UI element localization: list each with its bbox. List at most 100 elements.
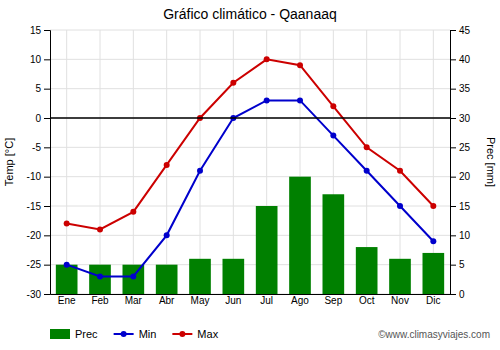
title: Gráfico climático - Qaanaaq [163,6,337,22]
tick-label: Abr [159,295,175,306]
bar [89,265,111,294]
annotation: ©www.climasyviajes.com [378,329,490,340]
tick-mark [450,235,456,236]
tick: -30 [27,289,50,300]
bar [356,247,378,294]
tick-label: 0 [459,289,465,300]
reference-line [50,117,450,119]
tick-mark [450,265,456,266]
tick: 5 [35,83,50,94]
tick-label: Ene [58,295,76,306]
grid-line-x [133,30,134,294]
tick: Feb [91,294,109,306]
bar [289,177,311,294]
tick-mark [450,177,456,178]
grid-line-y [50,235,450,236]
bar [223,259,245,294]
tick: 25 [450,142,471,153]
legend: PrecMinMax [50,328,219,340]
y-axis: -30-25-20-15-10-5051015 [27,25,51,300]
point [230,80,236,86]
tick-label: -20 [27,230,42,241]
grid-line-x [200,30,201,294]
point [64,221,70,227]
bar [156,265,178,294]
legend-swatch [50,329,70,339]
tick: -20 [27,230,50,241]
tick: 10 [450,230,471,241]
bar [323,194,345,294]
point [330,103,336,109]
tick: 45 [450,25,471,36]
tick: Nov [391,294,409,306]
point [64,262,70,268]
tick-label: 10 [459,230,471,241]
tick: 0 [35,113,50,124]
tick-label: Oct [359,295,375,306]
tick-label: 30 [459,113,471,124]
tick-label: 45 [459,25,471,36]
point [264,97,270,103]
point [164,162,170,168]
tick: Abr [159,294,175,306]
chart: -30-25-20-15-10-505101505101520253035404… [0,0,500,350]
legend-marker [121,331,127,337]
tick: 40 [450,54,471,65]
line [67,100,434,276]
point [330,133,336,139]
tick-mark [450,206,456,207]
tick-mark [44,177,50,178]
tick-label: Jul [260,295,273,306]
axis-line [451,31,457,295]
tick-label: 5 [35,83,41,94]
grid-line-x [400,30,401,294]
tick-mark [44,206,50,207]
line [67,59,434,229]
bar [423,253,445,294]
tick: 15 [30,25,50,36]
tick-label: -15 [27,201,42,212]
point [197,168,203,174]
point [364,168,370,174]
tick: 5 [450,259,465,270]
tick: -10 [27,171,50,182]
tick-mark [44,118,50,119]
tick-label: 10 [30,54,42,65]
grid-line-y [50,176,450,177]
tick-mark [450,59,456,60]
point [364,144,370,150]
point [297,97,303,103]
tick: 20 [450,171,471,182]
tick-label: 25 [459,142,471,153]
tick-label: 0 [35,113,41,124]
point [430,203,436,209]
tick: 15 [450,201,471,212]
tick-mark [450,147,456,148]
tick: Oct [359,294,375,306]
tick-mark [44,30,50,31]
tick-label: -10 [27,171,42,182]
tick-label: Nov [391,295,409,306]
grid [50,30,450,294]
point [97,273,103,279]
bar [56,265,78,294]
x-axis: EneFebMarAbrMayJunJulAgoSepOctNovDic [51,294,451,306]
axis-title: Temp [°C] [3,138,15,186]
tick-label: 20 [459,171,471,182]
tick: 35 [450,83,471,94]
tick-label: -5 [32,142,41,153]
legend-item: Min [114,328,157,340]
axis-line [44,31,51,295]
tick: Ago [291,294,309,306]
grid-line-x [100,30,101,294]
tick-label: Jun [225,295,241,306]
tick-mark [450,89,456,90]
tick-mark [450,118,456,119]
tick-mark [44,89,50,90]
tick-label: 35 [459,83,471,94]
tick: Dic [426,294,440,306]
y2-axis: 0 5 10 15 20 25 30 35 40 45 [450,25,471,300]
point [97,226,103,232]
tick: Sep [324,294,342,306]
tick-label: 5 [459,259,465,270]
